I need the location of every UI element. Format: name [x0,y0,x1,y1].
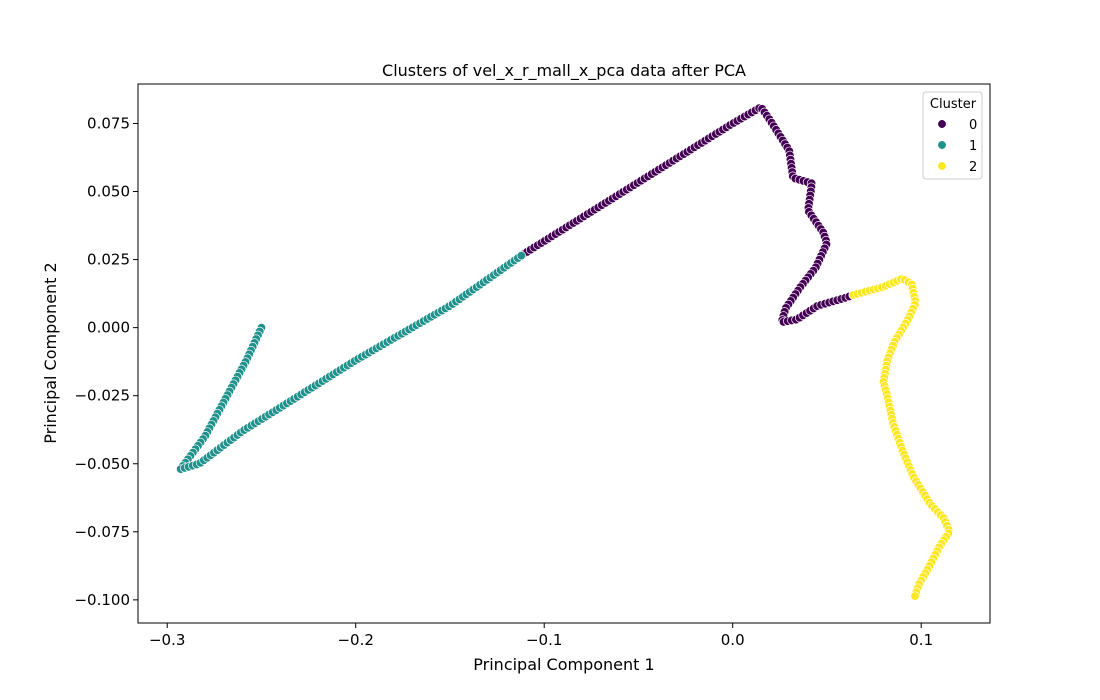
legend-box [922,91,983,180]
series-0 [518,103,858,327]
legend-marker [937,119,947,129]
legend-entries: 0 1 2 [937,118,977,175]
x-tick-label: 0.0 [721,631,745,649]
legend-title: Cluster [930,97,977,112]
legend-label: 1 [969,139,977,154]
y-tick-label: −0.075 [74,523,130,541]
y-tick-label: −0.025 [74,387,130,405]
y-tick-label: 0.025 [87,251,130,269]
data-point [516,251,526,261]
series-2 [848,274,954,601]
x-axis-ticks: −0.3 −0.2 −0.1 0.0 0.1 [149,623,933,649]
x-tick-label: −0.1 [526,631,562,649]
series-1 [175,251,526,474]
y-axis-label: Principal Component 2 [41,262,60,443]
x-tick-label: 0.1 [909,631,933,649]
plot-points [175,103,954,601]
y-tick-label: 0.050 [87,183,130,201]
y-tick-label: 0.075 [87,114,130,132]
data-point [910,591,920,601]
legend-label: 0 [969,118,977,133]
x-axis-label: Principal Component 1 [473,655,654,674]
y-tick-label: 0.000 [87,319,130,337]
chart-title: Clusters of vel_x_r_mall_x_pca data afte… [382,61,746,81]
x-tick-label: −0.2 [337,631,373,649]
plot-frame [137,83,991,624]
legend: Cluster 0 1 2 [922,91,983,180]
x-tick-label: −0.3 [149,631,185,649]
y-tick-label: −0.050 [74,455,130,473]
legend-marker [937,140,947,150]
legend-label: 2 [969,160,977,175]
legend-marker [937,161,947,171]
y-tick-label: −0.100 [74,591,130,609]
y-axis-ticks: 0.075 0.050 0.025 0.000 −0.025 −0.050 −0.075 −0… [74,114,138,609]
